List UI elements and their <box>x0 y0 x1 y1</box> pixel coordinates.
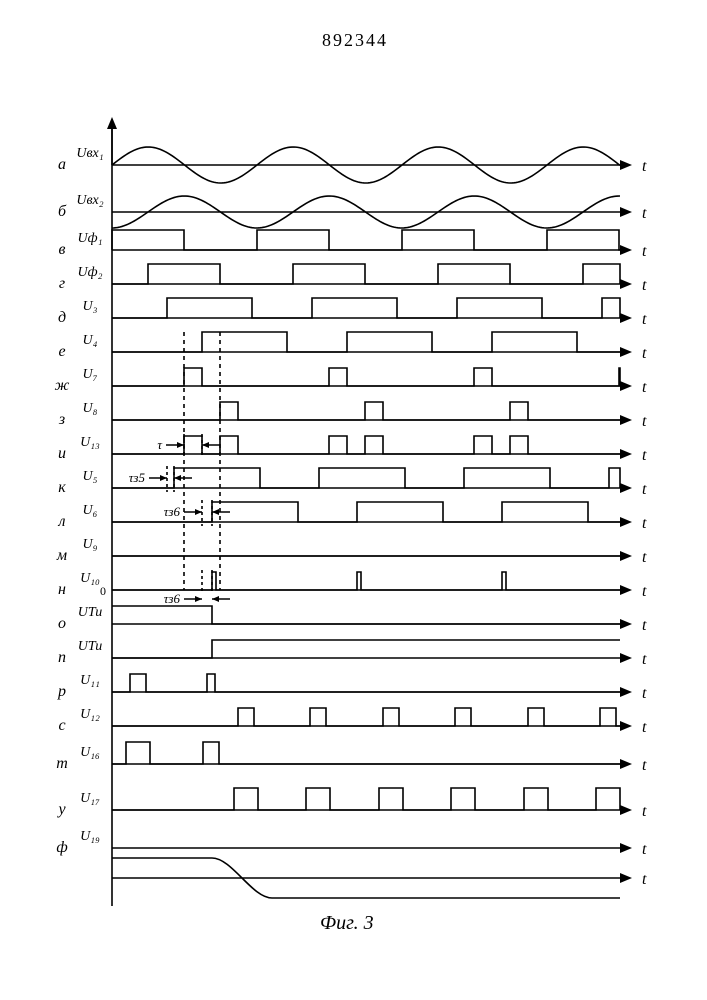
svg-text:t: t <box>642 515 647 532</box>
svg-text:t: t <box>642 757 647 774</box>
svg-text:U₁₉: U₁₉ <box>80 829 100 844</box>
svg-text:к: к <box>58 479 66 496</box>
svg-text:UТи: UТи <box>78 605 103 620</box>
svg-text:U₇: U₇ <box>83 367 98 382</box>
svg-text:е: е <box>58 343 65 360</box>
svg-text:t: t <box>642 651 647 668</box>
svg-text:и: и <box>58 445 66 462</box>
svg-text:t: t <box>642 447 647 464</box>
figure-caption: Фиг. 3 <box>320 912 374 935</box>
svg-text:t: t <box>642 481 647 498</box>
svg-text:UТи: UТи <box>78 639 103 654</box>
svg-text:Uвх₁: Uвх₁ <box>76 146 103 161</box>
page: 892344 tаUвх₁tбUвх₂tвUф₁tгUф₂tдU₃tеU₄tжU… <box>0 0 707 1000</box>
svg-text:Uф₂: Uф₂ <box>78 265 103 280</box>
svg-text:у: у <box>56 801 66 818</box>
svg-text:о: о <box>58 615 66 632</box>
svg-text:t: t <box>642 685 647 702</box>
svg-text:0: 0 <box>100 584 106 598</box>
svg-text:t: t <box>642 871 647 888</box>
svg-text:t: t <box>642 345 647 362</box>
svg-text:t: t <box>642 243 647 260</box>
svg-text:t: t <box>642 311 647 328</box>
svg-text:t: t <box>642 277 647 294</box>
svg-text:U₆: U₆ <box>83 503 98 518</box>
svg-text:с: с <box>58 717 65 734</box>
svg-text:п: п <box>58 649 66 666</box>
svg-text:τз5: τз5 <box>129 470 146 485</box>
svg-text:t: t <box>642 158 647 175</box>
svg-text:Uф₁: Uф₁ <box>78 231 103 246</box>
svg-text:Uвх₂: Uвх₂ <box>76 193 103 208</box>
svg-text:t: t <box>642 549 647 566</box>
svg-text:τз6: τз6 <box>164 591 181 606</box>
svg-text:U₁₇: U₁₇ <box>80 791 100 806</box>
svg-text:t: t <box>642 617 647 634</box>
svg-text:ж: ж <box>55 377 70 394</box>
svg-text:U₅: U₅ <box>83 469 98 484</box>
doc-number: 892344 <box>322 30 388 51</box>
svg-text:U₁₁: U₁₁ <box>80 673 100 688</box>
svg-text:τз6: τз6 <box>164 504 181 519</box>
svg-text:н: н <box>58 581 66 598</box>
svg-text:U₁₀: U₁₀ <box>80 571 100 586</box>
svg-text:U₃: U₃ <box>83 299 98 314</box>
svg-text:г: г <box>59 275 65 292</box>
svg-text:U₈: U₈ <box>83 401 98 416</box>
svg-text:з: з <box>58 411 65 428</box>
svg-text:р: р <box>57 683 66 700</box>
svg-text:т: т <box>56 755 68 772</box>
svg-text:м: м <box>56 547 67 564</box>
svg-text:д: д <box>58 309 66 326</box>
svg-text:t: t <box>642 205 647 222</box>
svg-text:л: л <box>58 513 66 530</box>
svg-text:а: а <box>58 156 66 173</box>
svg-text:t: t <box>642 379 647 396</box>
svg-text:U₉: U₉ <box>83 537 98 552</box>
svg-text:t: t <box>642 583 647 600</box>
svg-text:U₄: U₄ <box>83 333 98 348</box>
svg-text:t: t <box>642 841 647 858</box>
svg-text:U₁₂: U₁₂ <box>80 707 100 722</box>
svg-text:t: t <box>642 719 647 736</box>
svg-text:U₁₃: U₁₃ <box>80 435 100 450</box>
svg-text:ф: ф <box>56 839 67 856</box>
svg-text:t: t <box>642 413 647 430</box>
svg-text:U₁₆: U₁₆ <box>80 745 100 760</box>
timing-diagram: t а Uвх₁ t б Uвх₂ t в Uф₁ t г Uф₂ t д U₃ t е U₄ t ж U₇ t з U₈ t и… <box>0 0 707 1000</box>
svg-text:б: б <box>58 203 67 220</box>
svg-text:в: в <box>59 241 66 258</box>
svg-text:t: t <box>642 803 647 820</box>
svg-text:τ: τ <box>157 437 163 452</box>
